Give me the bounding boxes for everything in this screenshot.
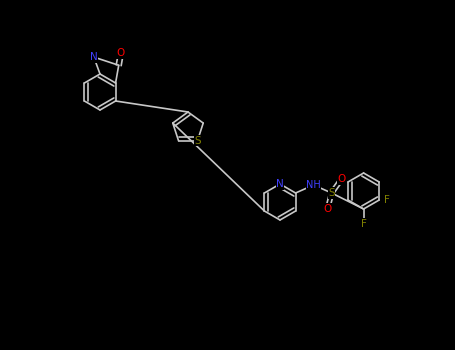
Text: N: N [276, 179, 284, 189]
Text: O: O [338, 174, 346, 184]
Text: O: O [324, 204, 332, 214]
Text: F: F [384, 195, 390, 205]
Text: S: S [194, 136, 201, 146]
Text: F: F [361, 219, 367, 229]
Text: NH: NH [306, 180, 321, 190]
Text: S: S [328, 188, 335, 198]
Text: O: O [116, 48, 125, 58]
Text: N: N [90, 52, 98, 62]
